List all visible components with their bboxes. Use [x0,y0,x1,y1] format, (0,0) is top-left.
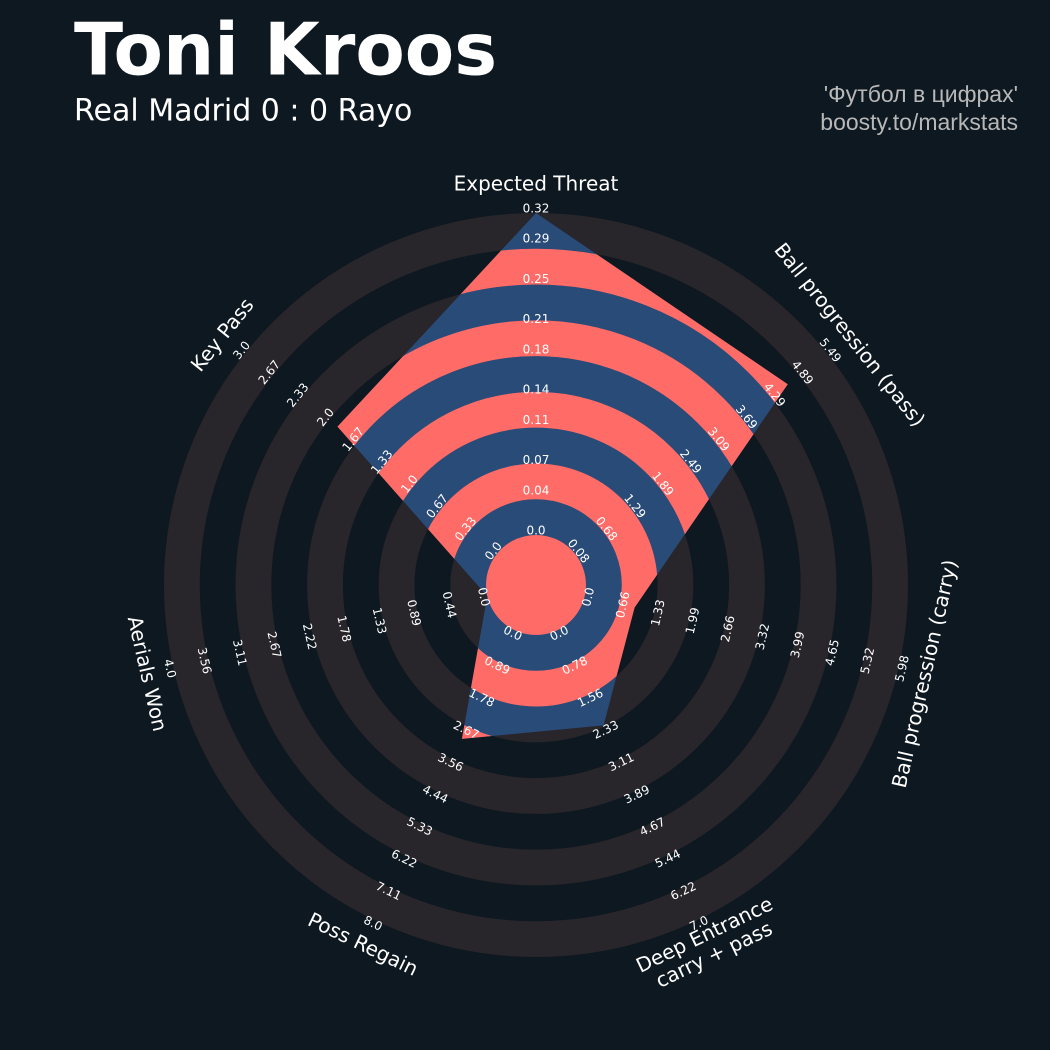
title: Toni Kroos [74,8,497,92]
tick-label: 0.04 [523,483,550,497]
tick-label: 4.65 [822,638,842,667]
credit: boosty.to/markstats [820,109,1018,135]
tick-label: 0.0 [475,586,493,608]
tick-label: 1.33 [648,598,668,627]
tick-label: 0.25 [523,272,550,286]
tick-label: 5.32 [858,646,878,675]
tick-label: 2.22 [300,622,320,651]
credit: 'Футбол в цифрах' [824,81,1018,107]
tick-label: 0.11 [523,413,550,427]
category-label: Expected Threat [454,172,619,196]
tick-label: 0.29 [523,232,550,246]
tick-label: 0.32 [523,202,550,216]
tick-label: 1.99 [683,606,703,635]
tick-label: 3.99 [788,630,808,659]
tick-label: 3.32 [753,622,773,651]
radar-band [337,248,788,739]
tick-label: 0.14 [523,383,550,397]
tick-label: 3.11 [230,638,250,667]
tick-label: 1.78 [334,614,354,643]
tick-label: 5.98 [892,654,912,683]
tick-label: 3.56 [195,646,215,675]
subtitle: Real Madrid 0 : 0 Rayo [74,94,412,129]
tick-label: 0.44 [440,590,460,619]
tick-label: 0.18 [523,342,550,356]
tick-label: 0.07 [523,453,550,467]
tick-label: 0.21 [523,312,550,326]
tick-label: 0.89 [404,598,424,627]
tick-label: 2.66 [718,614,738,643]
tick-label: 0.66 [613,590,633,619]
radar-band [486,535,586,635]
tick-label: 0.0 [579,586,597,608]
tick-label: 2.67 [264,630,284,659]
tick-label: 4.0 [161,658,179,680]
tick-label: 0.0 [526,524,545,538]
tick-label: 1.33 [370,606,390,635]
